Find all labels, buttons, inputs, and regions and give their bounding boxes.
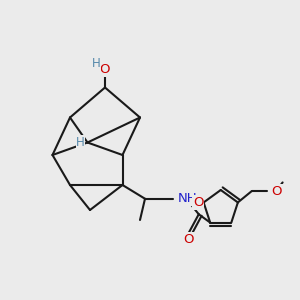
Text: O: O	[193, 196, 203, 209]
Text: H: H	[76, 136, 85, 149]
Text: O: O	[272, 185, 282, 198]
Text: O: O	[100, 64, 110, 76]
Text: H: H	[92, 57, 100, 70]
Text: O: O	[183, 233, 194, 246]
Text: NH: NH	[178, 192, 198, 205]
